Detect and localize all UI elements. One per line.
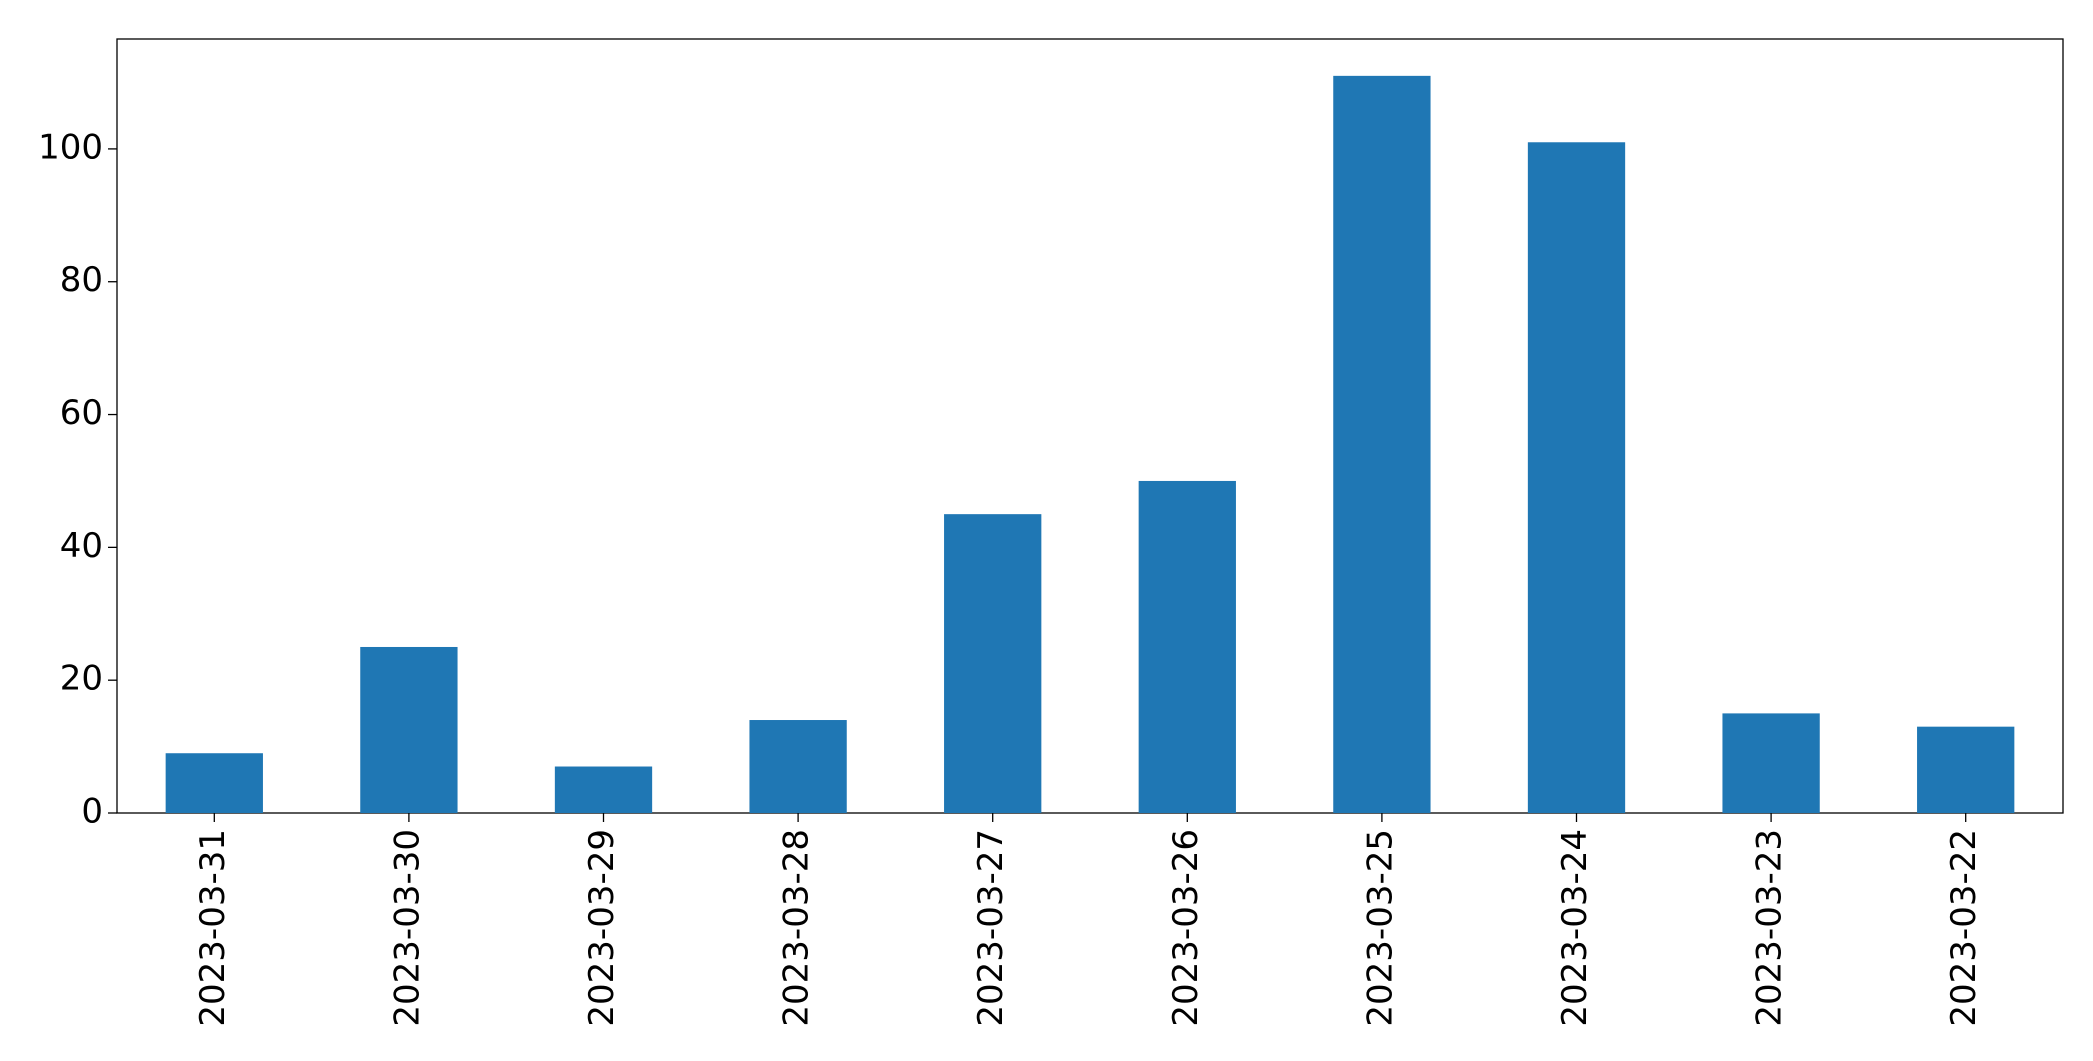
x-tick-label: 2023-03-31 — [193, 829, 233, 1027]
y-tick-label: 60 — [60, 393, 103, 433]
plot-frame — [116, 38, 2064, 814]
bar — [1333, 75, 1431, 814]
x-tick-label: 2023-03-29 — [582, 829, 622, 1027]
bar — [554, 766, 653, 813]
y-tick-label: 40 — [60, 526, 103, 566]
x-tick-label: 2023-03-26 — [1166, 829, 1206, 1027]
y-tick-label: 80 — [60, 260, 103, 300]
x-tick-label: 2023-03-25 — [1360, 829, 1400, 1027]
bar — [165, 753, 263, 813]
x-tick-label: 2023-03-27 — [971, 829, 1011, 1027]
bar — [1917, 726, 2015, 813]
bar — [1722, 713, 1820, 813]
bar — [749, 720, 847, 813]
bar — [1138, 480, 1236, 813]
x-tick-label: 2023-03-22 — [1944, 829, 1984, 1027]
x-tick-label: 2023-03-30 — [387, 829, 427, 1027]
bar — [360, 646, 458, 813]
y-tick-label: 100 — [38, 127, 103, 167]
bar — [944, 514, 1042, 813]
x-tick-label: 2023-03-23 — [1750, 829, 1790, 1027]
x-tick-label: 2023-03-28 — [777, 829, 817, 1027]
y-tick-label: 20 — [60, 659, 103, 699]
y-tick-label: 0 — [81, 792, 103, 832]
bar — [1527, 142, 1626, 813]
x-tick-label: 2023-03-24 — [1555, 829, 1595, 1027]
